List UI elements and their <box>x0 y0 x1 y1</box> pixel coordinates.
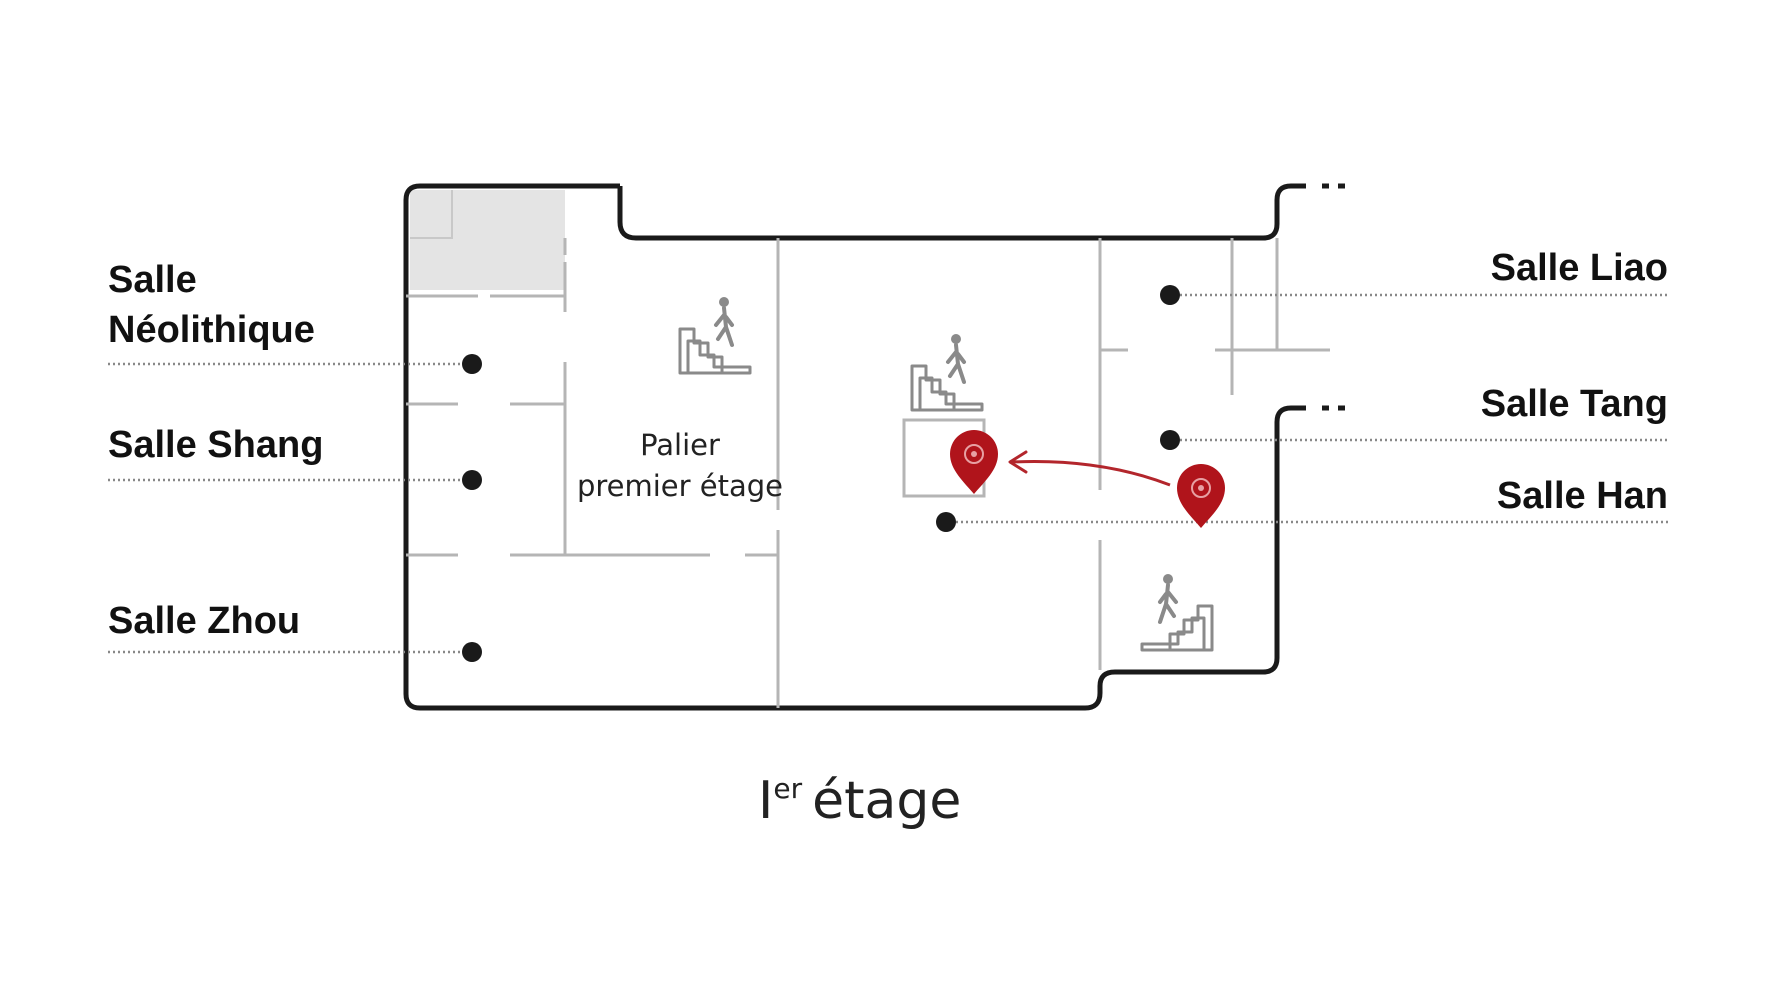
landing-label-2: premier étage <box>577 469 783 503</box>
shaded-area-inner-line <box>410 190 453 239</box>
interior-partitions <box>406 238 1330 708</box>
stairs-person-icon <box>910 332 984 412</box>
floor-number: I <box>758 771 773 831</box>
dot-liao <box>1160 285 1180 305</box>
floor-word: étage <box>812 771 961 831</box>
floor-title: Ier étage <box>758 771 961 831</box>
dot-tang <box>1160 430 1180 450</box>
room-label-zhou: Salle Zhou <box>108 600 300 642</box>
location-pin-icon <box>1177 464 1225 528</box>
dot-zhou <box>462 642 482 662</box>
location-pin-icon <box>950 430 998 494</box>
room-label-shang: Salle Shang <box>108 424 323 466</box>
outer-wall <box>403 183 1306 711</box>
stairs-person-icon <box>1140 572 1214 652</box>
room-dots <box>462 285 1180 662</box>
shaded-area <box>410 190 565 290</box>
dot-neolithique <box>462 354 482 374</box>
room-label-han: Salle Han <box>1497 475 1668 517</box>
floor-ordinal: er <box>773 772 802 805</box>
stairs-person-icon <box>678 295 752 375</box>
room-label-liao: Salle Liao <box>1491 247 1668 289</box>
outer-wall-top <box>617 183 1306 241</box>
room-label-neolithique-2: Néolithique <box>108 309 315 351</box>
room-label-neolithique: Salle <box>108 259 197 301</box>
dot-shang <box>462 470 482 490</box>
direction-arrow <box>1011 460 1171 487</box>
room-label-tang: Salle Tang <box>1481 383 1668 425</box>
landing-label: Palier <box>640 428 720 462</box>
dot-han <box>936 512 956 532</box>
leader-lines <box>108 293 1670 654</box>
arrow-head <box>1008 450 1028 474</box>
